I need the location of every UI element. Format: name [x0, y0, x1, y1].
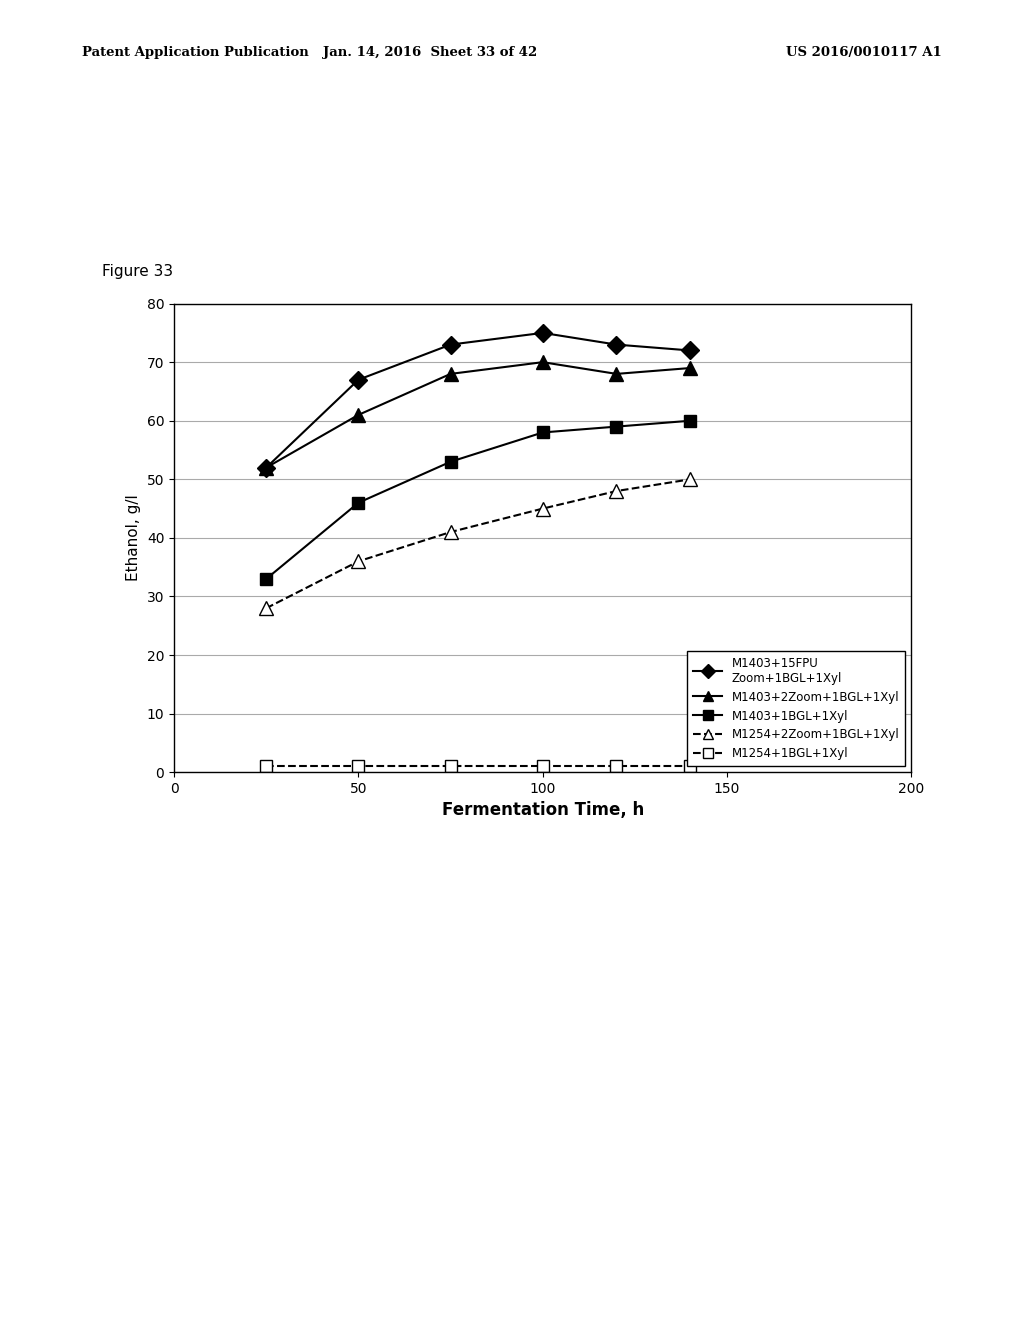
M1403+15FPU
Zoom+1BGL+1Xyl: [610, 337, 623, 352]
M1254+2Zoom+1BGL+1Xyl: [610, 483, 623, 499]
M1403+15FPU
Zoom+1BGL+1Xyl: [352, 372, 365, 388]
M1403+2Zoom+1BGL+1Xyl: [352, 407, 365, 422]
M1403+15FPU
Zoom+1BGL+1Xyl: [537, 325, 549, 341]
M1254+2Zoom+1BGL+1Xyl: [352, 553, 365, 569]
M1403+2Zoom+1BGL+1Xyl: [537, 354, 549, 370]
M1254+2Zoom+1BGL+1Xyl: [537, 500, 549, 516]
M1403+1BGL+1Xyl: [684, 413, 696, 429]
M1403+15FPU
Zoom+1BGL+1Xyl: [260, 459, 272, 475]
M1403+15FPU
Zoom+1BGL+1Xyl: [444, 337, 457, 352]
Legend: M1403+15FPU
Zoom+1BGL+1Xyl, M1403+2Zoom+1BGL+1Xyl, M1403+1BGL+1Xyl, M1254+2Zoom+: M1403+15FPU Zoom+1BGL+1Xyl, M1403+2Zoom+…: [687, 651, 905, 767]
Text: Patent Application Publication: Patent Application Publication: [82, 46, 308, 59]
M1254+1BGL+1Xyl: [352, 759, 365, 775]
M1403+2Zoom+1BGL+1Xyl: [684, 360, 696, 376]
M1254+2Zoom+1BGL+1Xyl: [260, 601, 272, 616]
Line: M1403+15FPU
Zoom+1BGL+1Xyl: M1403+15FPU Zoom+1BGL+1Xyl: [260, 326, 696, 474]
M1403+1BGL+1Xyl: [352, 495, 365, 511]
M1403+1BGL+1Xyl: [260, 572, 272, 587]
M1403+2Zoom+1BGL+1Xyl: [444, 366, 457, 381]
M1403+2Zoom+1BGL+1Xyl: [610, 366, 623, 381]
M1254+1BGL+1Xyl: [610, 759, 623, 775]
M1254+2Zoom+1BGL+1Xyl: [684, 471, 696, 487]
Y-axis label: Ethanol, g/l: Ethanol, g/l: [126, 495, 141, 581]
Text: Jan. 14, 2016  Sheet 33 of 42: Jan. 14, 2016 Sheet 33 of 42: [323, 46, 538, 59]
M1254+1BGL+1Xyl: [537, 759, 549, 775]
Line: M1254+1BGL+1Xyl: M1254+1BGL+1Xyl: [260, 760, 696, 772]
M1403+1BGL+1Xyl: [444, 454, 457, 470]
M1403+1BGL+1Xyl: [537, 425, 549, 441]
Text: Figure 33: Figure 33: [102, 264, 173, 279]
M1254+2Zoom+1BGL+1Xyl: [444, 524, 457, 540]
M1254+1BGL+1Xyl: [444, 759, 457, 775]
M1254+1BGL+1Xyl: [684, 759, 696, 775]
M1403+1BGL+1Xyl: [610, 418, 623, 434]
Line: M1403+2Zoom+1BGL+1Xyl: M1403+2Zoom+1BGL+1Xyl: [259, 355, 697, 475]
M1403+15FPU
Zoom+1BGL+1Xyl: [684, 343, 696, 359]
M1254+1BGL+1Xyl: [260, 759, 272, 775]
X-axis label: Fermentation Time, h: Fermentation Time, h: [441, 801, 644, 820]
Text: US 2016/0010117 A1: US 2016/0010117 A1: [786, 46, 942, 59]
Line: M1254+2Zoom+1BGL+1Xyl: M1254+2Zoom+1BGL+1Xyl: [259, 473, 697, 615]
M1403+2Zoom+1BGL+1Xyl: [260, 459, 272, 475]
Line: M1403+1BGL+1Xyl: M1403+1BGL+1Xyl: [260, 414, 696, 585]
